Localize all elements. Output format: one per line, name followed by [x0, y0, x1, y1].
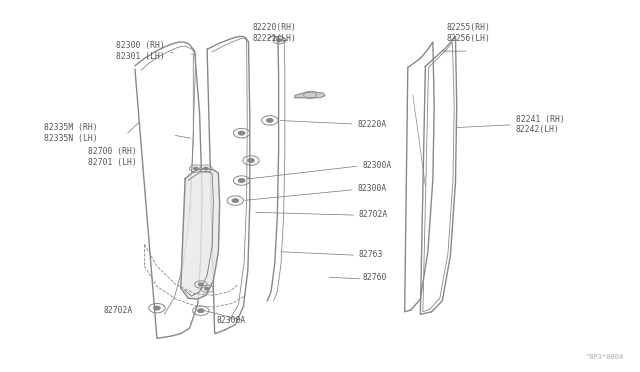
- Text: 82702A: 82702A: [104, 306, 133, 315]
- Text: ^8P3*0004: ^8P3*0004: [586, 354, 624, 360]
- Text: 82220(RH)
82221(LH): 82220(RH) 82221(LH): [252, 23, 296, 42]
- Circle shape: [204, 167, 208, 170]
- Text: 82241 (RH)
82242(LH): 82241 (RH) 82242(LH): [516, 115, 564, 134]
- Text: 82220A: 82220A: [358, 120, 387, 129]
- Text: 82700 (RH)
82701 (LH): 82700 (RH) 82701 (LH): [88, 147, 137, 167]
- Circle shape: [248, 159, 254, 162]
- Polygon shape: [180, 169, 220, 299]
- Circle shape: [232, 199, 239, 202]
- Circle shape: [239, 131, 244, 135]
- Text: 82300A: 82300A: [216, 317, 246, 326]
- Circle shape: [276, 39, 282, 42]
- Text: 82702A: 82702A: [359, 210, 388, 219]
- Circle shape: [267, 119, 273, 122]
- Text: 82763: 82763: [359, 250, 383, 259]
- Text: 82300A: 82300A: [362, 161, 391, 170]
- Circle shape: [239, 179, 244, 182]
- Circle shape: [194, 167, 198, 170]
- Polygon shape: [295, 92, 325, 98]
- Text: 82300A: 82300A: [358, 185, 387, 193]
- Circle shape: [205, 288, 209, 290]
- Text: 82300 (RH)
82301 (LH): 82300 (RH) 82301 (LH): [116, 41, 165, 61]
- Circle shape: [198, 309, 204, 312]
- Circle shape: [198, 283, 203, 286]
- Text: 82255(RH)
82256(LH): 82255(RH) 82256(LH): [447, 23, 491, 42]
- Text: 82760: 82760: [363, 273, 387, 282]
- Circle shape: [154, 306, 160, 310]
- Text: 82335M (RH)
82335N (LH): 82335M (RH) 82335N (LH): [44, 124, 98, 143]
